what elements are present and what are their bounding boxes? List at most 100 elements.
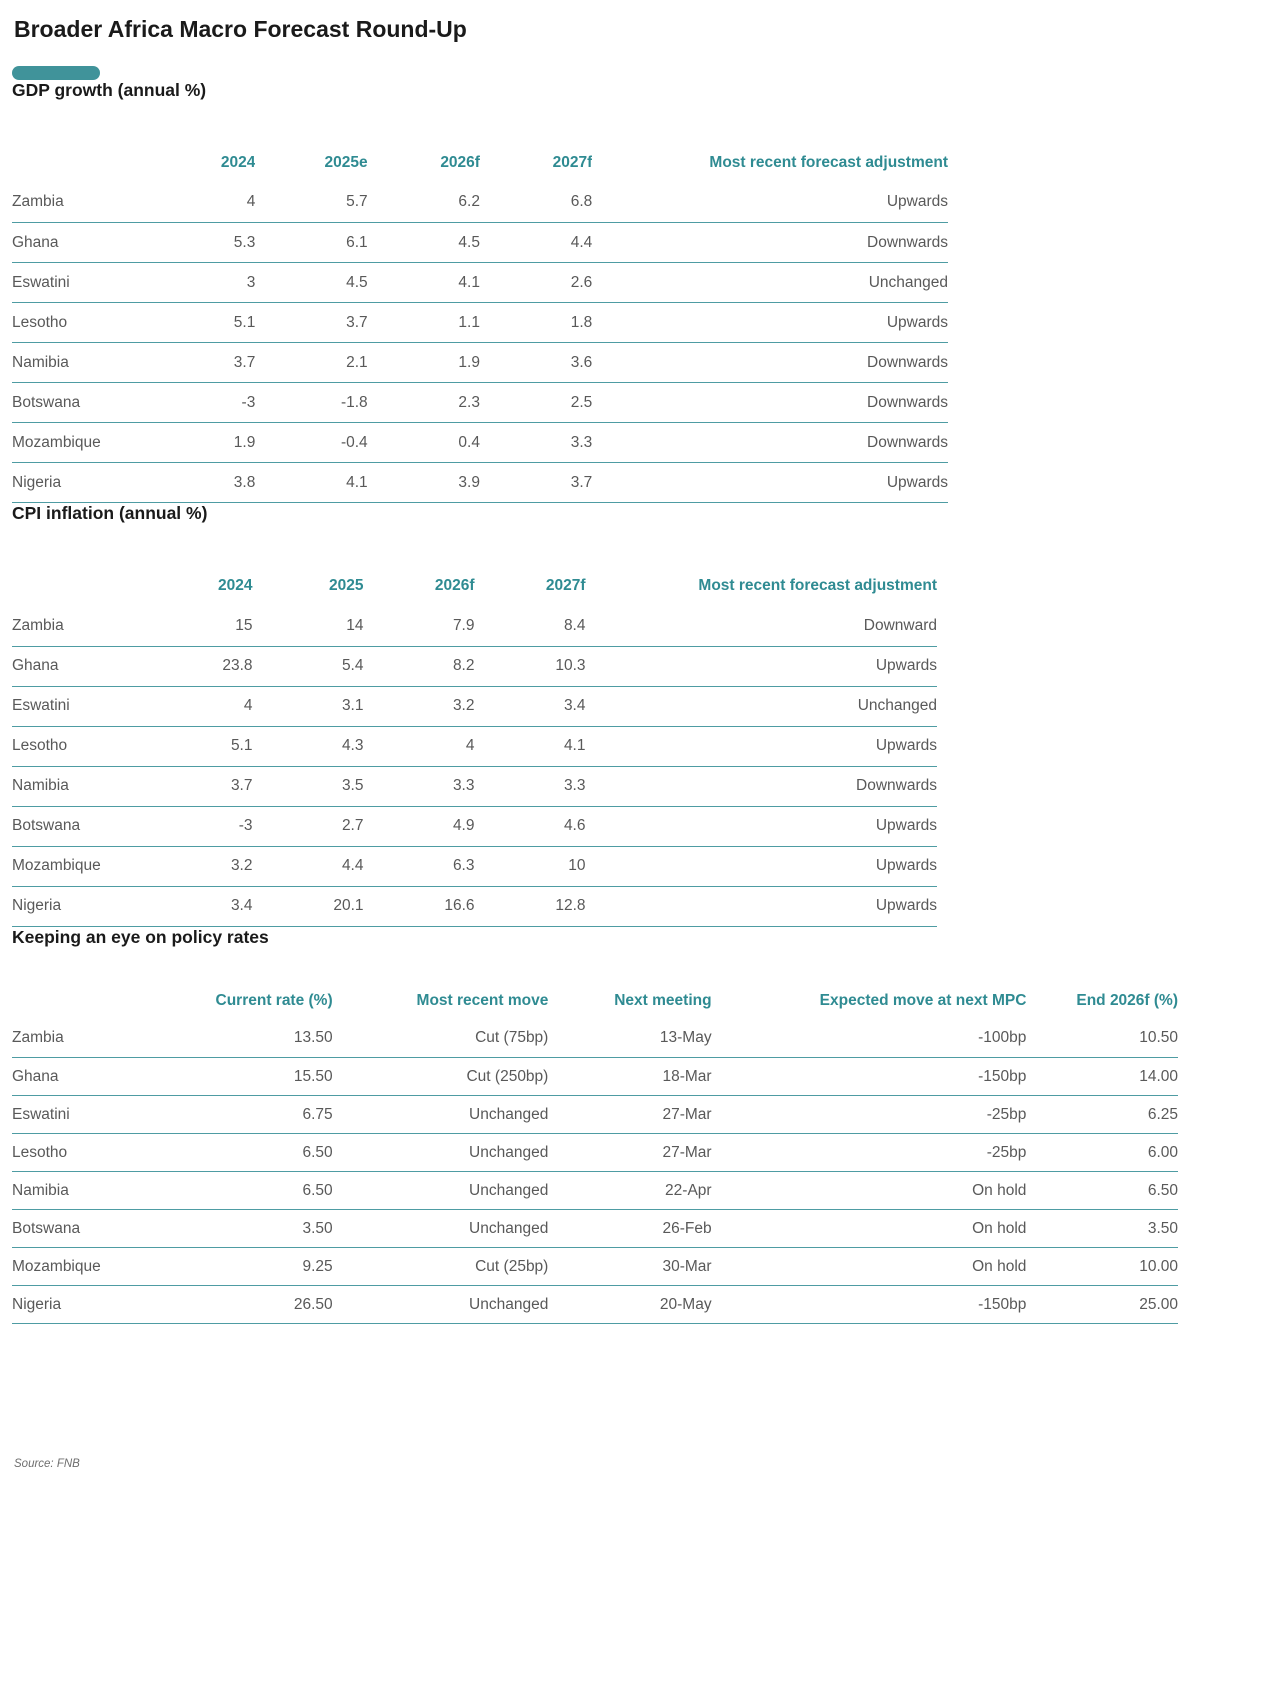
value-cell: 4.5 bbox=[255, 262, 368, 304]
column-header: 2025e bbox=[324, 153, 368, 171]
table-row: Botswana -3 -1.8 2.3 2.5 Downwards bbox=[12, 382, 948, 424]
column-header: 2025 bbox=[329, 577, 364, 595]
value-cell: 6.00 bbox=[1026, 1133, 1178, 1173]
value-cell: 10.50 bbox=[1026, 1019, 1178, 1059]
value-cell: 15 bbox=[183, 606, 253, 647]
value-cell: 2.6 bbox=[479, 262, 593, 304]
country-cell: Eswatini bbox=[12, 262, 186, 304]
value-cell: Downwards bbox=[592, 382, 948, 424]
column-header: 2026f bbox=[440, 153, 480, 171]
value-cell: 15.50 bbox=[175, 1057, 333, 1097]
value-cell: 27-Mar bbox=[548, 1133, 712, 1173]
value-cell: Upwards bbox=[585, 806, 937, 847]
value-cell: Unchanged bbox=[585, 686, 937, 727]
value-cell: 14 bbox=[252, 606, 364, 647]
value-cell: 2.5 bbox=[479, 382, 593, 424]
value-cell: 1.9 bbox=[367, 342, 480, 384]
gdp-section-heading: GDP growth (annual %) bbox=[12, 79, 207, 100]
column-header bbox=[12, 566, 183, 606]
value-cell: 0.4 bbox=[367, 422, 480, 464]
value-cell: Cut (250bp) bbox=[332, 1057, 549, 1097]
value-cell: 10.00 bbox=[1026, 1247, 1178, 1287]
value-cell: 5.7 bbox=[255, 182, 368, 224]
value-cell: Cut (75bp) bbox=[332, 1019, 549, 1059]
value-cell: 2.3 bbox=[367, 382, 480, 424]
value-cell: 3.7 bbox=[183, 766, 253, 807]
value-cell: 18-Mar bbox=[548, 1057, 712, 1097]
value-cell: On hold bbox=[711, 1171, 1027, 1211]
value-cell: Unchanged bbox=[332, 1209, 549, 1249]
value-cell: 3.3 bbox=[363, 766, 475, 807]
value-cell: 5.1 bbox=[183, 726, 253, 767]
value-cell: 12.8 bbox=[474, 886, 586, 927]
country-cell: Ghana bbox=[12, 1057, 176, 1097]
value-cell: Upwards bbox=[585, 726, 937, 767]
column-header: Current rate (%) bbox=[215, 991, 333, 1009]
value-cell: 5.1 bbox=[185, 302, 256, 344]
table-row: Mozambique 1.9 -0.4 0.4 3.3 Downwards bbox=[12, 422, 948, 464]
value-cell: Upwards bbox=[592, 302, 948, 344]
table-row: Botswana 3.50 Unchanged 26-Feb On hold 3.50 bbox=[12, 1209, 1178, 1249]
value-cell: Downwards bbox=[585, 766, 937, 807]
value-cell: 9.25 bbox=[175, 1247, 333, 1287]
column-header: Most recent move bbox=[416, 991, 549, 1009]
value-cell: -25bp bbox=[711, 1133, 1027, 1173]
table-row: Zambia 4 5.7 6.2 6.8 Upwards bbox=[12, 182, 948, 224]
country-cell: Ghana bbox=[12, 646, 184, 687]
value-cell: -1.8 bbox=[255, 382, 368, 424]
table-row: Namibia 3.7 3.5 3.3 3.3 Downwards bbox=[12, 766, 937, 807]
section-policy-rates: Keeping an eye on policy rates Current r… bbox=[12, 927, 1280, 1325]
value-cell: 26-Feb bbox=[548, 1209, 712, 1249]
value-cell: 10.3 bbox=[474, 646, 586, 687]
value-cell: Upwards bbox=[592, 462, 948, 504]
value-cell: 23.8 bbox=[183, 646, 253, 687]
value-cell: 3.7 bbox=[479, 462, 593, 504]
value-cell: 8.4 bbox=[474, 606, 586, 647]
value-cell: 3.3 bbox=[479, 422, 593, 464]
value-cell: 4 bbox=[363, 726, 475, 767]
value-cell: 30-Mar bbox=[548, 1247, 712, 1287]
value-cell: Upwards bbox=[585, 886, 937, 927]
value-cell: 4.5 bbox=[367, 222, 480, 264]
value-cell: 1.9 bbox=[185, 422, 256, 464]
value-cell: 6.25 bbox=[1026, 1095, 1178, 1135]
country-cell: Namibia bbox=[12, 342, 186, 384]
table-row: Eswatini 3 4.5 4.1 2.6 Unchanged bbox=[12, 262, 948, 304]
value-cell: -150bp bbox=[711, 1285, 1027, 1325]
table-row: Botswana -3 2.7 4.9 4.6 Upwards bbox=[12, 806, 937, 847]
country-cell: Nigeria bbox=[12, 1285, 176, 1325]
column-header: 2024 bbox=[218, 577, 253, 595]
table-row: Lesotho 5.1 4.3 4 4.1 Upwards bbox=[12, 726, 937, 767]
value-cell: -0.4 bbox=[255, 422, 368, 464]
value-cell: 13-May bbox=[548, 1019, 712, 1059]
value-cell: -100bp bbox=[711, 1019, 1027, 1059]
value-cell: 2.7 bbox=[252, 806, 364, 847]
section-cpi-inflation: CPI inflation (annual %) 2024 2025 2026f 20… bbox=[12, 503, 1280, 927]
column-header: Most recent forecast adjustment bbox=[698, 577, 937, 595]
value-cell: 4.6 bbox=[474, 806, 586, 847]
value-cell: 3 bbox=[185, 262, 256, 304]
value-cell: Unchanged bbox=[332, 1095, 549, 1135]
country-cell: Lesotho bbox=[12, 726, 184, 767]
value-cell: Downwards bbox=[592, 222, 948, 264]
value-cell: Upwards bbox=[585, 846, 937, 887]
value-cell: Upwards bbox=[585, 646, 937, 687]
column-header: Next meeting bbox=[614, 991, 712, 1009]
column-header: 2026f bbox=[434, 577, 475, 595]
value-cell: 26.50 bbox=[175, 1285, 333, 1325]
table-row: Namibia 3.7 2.1 1.9 3.6 Downwards bbox=[12, 342, 948, 384]
column-header: End 2026f (%) bbox=[1076, 991, 1178, 1009]
value-cell: 3.4 bbox=[474, 686, 586, 727]
country-cell: Namibia bbox=[12, 766, 184, 807]
value-cell: 3.6 bbox=[479, 342, 593, 384]
value-cell: Unchanged bbox=[332, 1285, 549, 1325]
column-header: 2027f bbox=[552, 153, 593, 171]
country-cell: Nigeria bbox=[12, 886, 184, 927]
value-cell: 3.7 bbox=[255, 302, 368, 344]
value-cell: 3.9 bbox=[367, 462, 480, 504]
country-cell: Lesotho bbox=[12, 1133, 176, 1173]
column-header: 2024 bbox=[220, 153, 256, 171]
value-cell: 6.3 bbox=[363, 846, 475, 887]
value-cell: 20.1 bbox=[252, 886, 364, 927]
value-cell: 6.2 bbox=[367, 182, 480, 224]
